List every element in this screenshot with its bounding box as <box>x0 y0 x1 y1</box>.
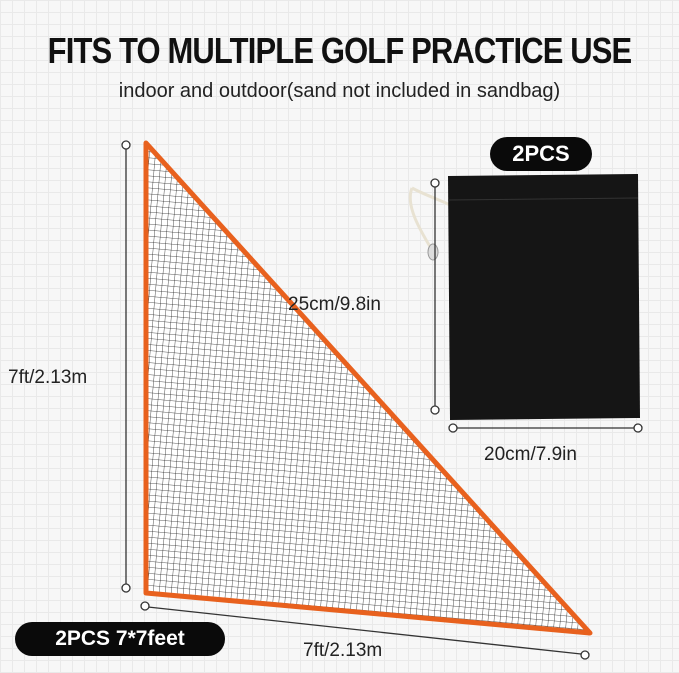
net-width-dimension <box>140 601 590 660</box>
net-height-dimension <box>121 140 131 593</box>
page-subtitle: indoor and outdoor(sand not included in … <box>118 80 561 102</box>
page-title: FITS TO MULTIPLE GOLF PRACTICE USE <box>47 30 633 71</box>
bag-width-label: 20cm/7.9in <box>484 444 577 465</box>
triangle-net <box>143 140 593 636</box>
net-width-label: 7ft/2.13m <box>303 640 383 661</box>
net-quantity-badge: 2PCS 7*7feet <box>15 622 225 656</box>
sandbag <box>408 174 640 420</box>
bag-width-dimension <box>448 423 643 433</box>
net-height-label: 7ft/2.13m <box>8 367 88 388</box>
bag-quantity-badge: 2PCS <box>490 137 592 171</box>
bag-height-dimension <box>430 178 440 415</box>
bag-height-label: 25cm/9.8in <box>288 294 381 315</box>
